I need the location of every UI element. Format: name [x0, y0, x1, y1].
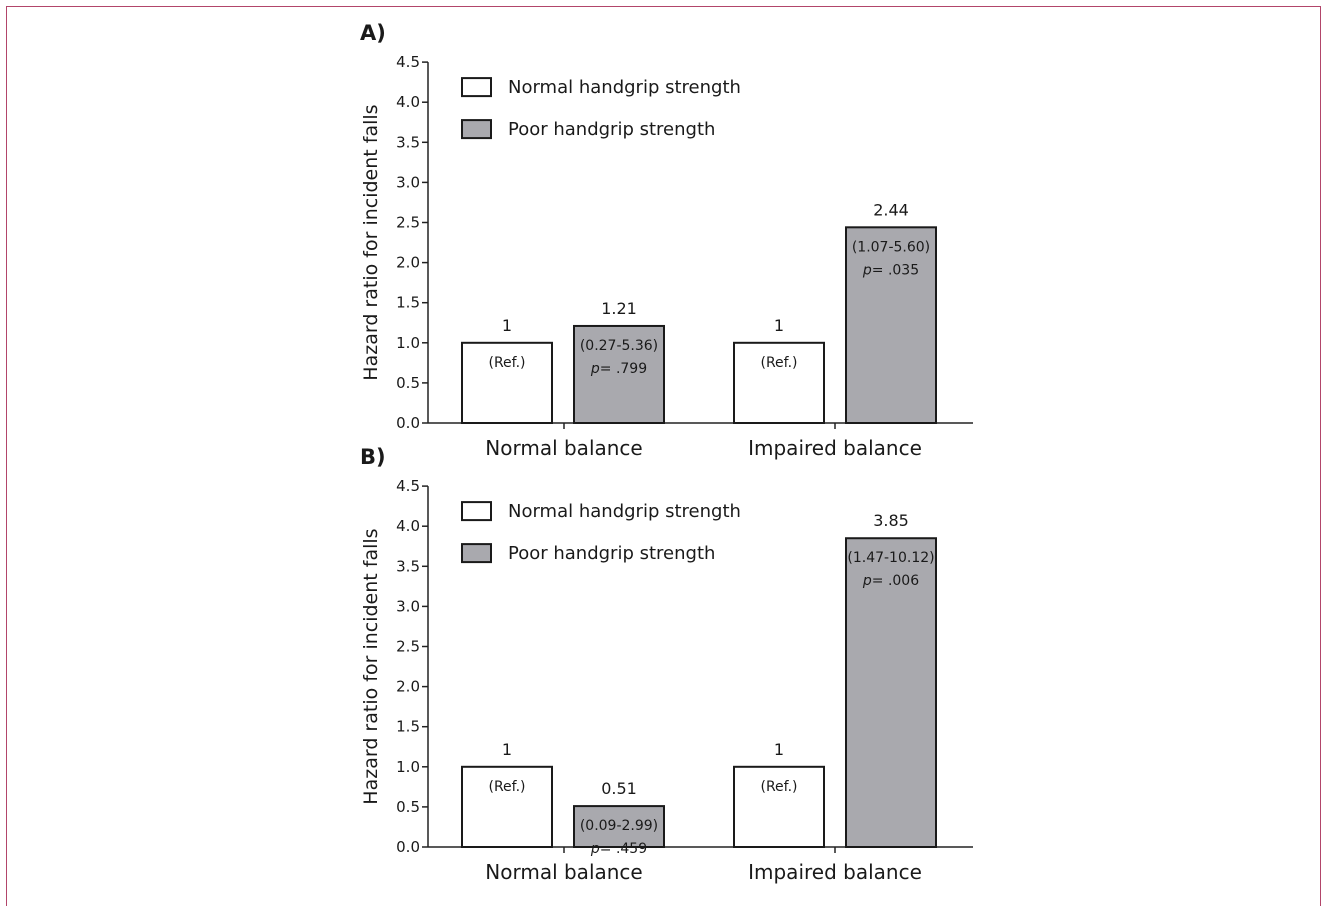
legend-swatch [461, 77, 492, 98]
bar-p-value-label: p= .459 [590, 841, 647, 857]
legend-label: Poor handgrip strength [508, 543, 715, 564]
bar-p-value-label: p= .799 [590, 361, 647, 377]
legend-label: Normal handgrip strength [508, 77, 741, 98]
bar [573, 805, 665, 849]
bar-p-value-label: p= .006 [862, 573, 919, 589]
bar-ci-label: (1.07-5.60) [852, 239, 930, 255]
p-value: = .006 [872, 573, 919, 589]
y-tick-label: 3.0 [396, 597, 420, 615]
chart-panel-b: B) 0.0 0.5 1.0 1.5 2.0 2.5 3.0 3.5 4.0 4.5 Normal b… [360, 445, 973, 884]
x-category-label: Impaired balance [748, 860, 922, 884]
x-category-label: Impaired balance [748, 436, 922, 460]
y-tick-label: 2.5 [396, 638, 420, 656]
p-value: = .459 [600, 841, 647, 857]
y-tick-label: 3.5 [396, 557, 420, 575]
bar [461, 341, 553, 424]
x-category-label: Normal balance [485, 436, 642, 460]
y-tick-label: 1.0 [396, 334, 420, 352]
y-tick-label: 4.0 [396, 517, 420, 535]
y-tick-label: 1.5 [396, 294, 420, 312]
y-tick-label: 3.5 [396, 133, 420, 151]
bar-value-label: 1 [774, 740, 784, 759]
y-tick-label: 0.0 [396, 838, 420, 856]
bar-value-label: 1.21 [601, 299, 637, 318]
y-tick-label: 2.0 [396, 254, 420, 272]
bar [461, 765, 553, 848]
bar-ci-label: (0.09-2.99) [580, 818, 658, 834]
p-symbol: p [590, 841, 600, 857]
x-category-label: Normal balance [485, 860, 642, 884]
bar-ci-label: (Ref.) [761, 779, 798, 795]
y-tick-label: 1.5 [396, 718, 420, 736]
bar-value-label: 2.44 [873, 200, 909, 219]
bar [845, 226, 937, 424]
p-symbol: p [862, 262, 872, 278]
bar [733, 341, 825, 424]
y-tick-label: 0.5 [396, 798, 420, 816]
bar-value-label: 0.51 [601, 779, 637, 798]
chart-panel-a: A) 0.0 0.5 1.0 1.5 2.0 2.5 3.0 3.5 4.0 4.5 Normal b… [360, 21, 973, 460]
y-tick-label: 0.0 [396, 414, 420, 432]
bar-ci-label: (0.27-5.36) [580, 338, 658, 354]
legend-swatch [461, 543, 492, 564]
y-tick-label: 4.5 [396, 477, 420, 495]
bar-ci-label: (1.47-10.12) [847, 550, 934, 566]
bar-value-label: 1 [774, 316, 784, 335]
y-tick-label: 1.0 [396, 758, 420, 776]
y-tick-label: 2.0 [396, 678, 420, 696]
bar [573, 324, 665, 425]
bar-value-label: 1 [502, 316, 512, 335]
p-symbol: p [862, 573, 872, 589]
y-tick-label: 0.5 [396, 374, 420, 392]
p-symbol: p [590, 361, 600, 377]
legend-swatch [461, 501, 492, 522]
legend-label: Normal handgrip strength [508, 501, 741, 522]
p-value: = .799 [600, 361, 647, 377]
y-tick-label: 3.0 [396, 173, 420, 191]
figure-frame [6, 6, 1321, 906]
bar-ci-label: (Ref.) [761, 355, 798, 371]
y-axis-label: Hazard ratio for incident falls [360, 104, 382, 380]
panel-label: B) [360, 445, 386, 469]
legend-swatch [461, 119, 492, 140]
y-tick-label: 2.5 [396, 214, 420, 232]
bar [845, 537, 937, 848]
bar-ci-label: (Ref.) [489, 779, 526, 795]
legend-label: Poor handgrip strength [508, 119, 715, 140]
y-tick-label: 4.5 [396, 53, 420, 71]
y-axis-label: Hazard ratio for incident falls [360, 528, 382, 804]
bar [733, 765, 825, 848]
panel-label: A) [360, 21, 386, 45]
y-tick-label: 4.0 [396, 93, 420, 111]
bar-ci-label: (Ref.) [489, 355, 526, 371]
bar-p-value-label: p= .035 [862, 262, 919, 278]
bar-value-label: 3.85 [873, 511, 909, 530]
bar-value-label: 1 [502, 740, 512, 759]
p-value: = .035 [872, 262, 919, 278]
